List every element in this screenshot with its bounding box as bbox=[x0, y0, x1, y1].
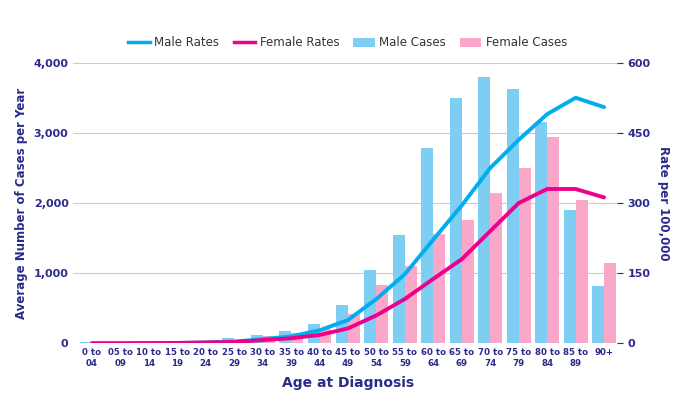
Bar bbox=[478, 77, 490, 343]
Bar bbox=[234, 340, 246, 343]
Bar bbox=[377, 285, 388, 343]
Bar bbox=[137, 342, 149, 343]
Bar bbox=[450, 98, 462, 343]
Bar bbox=[434, 234, 445, 343]
Bar bbox=[251, 335, 262, 343]
Male Rates bbox=[571, 95, 580, 100]
Bar bbox=[279, 331, 291, 343]
X-axis label: Age at Diagnosis: Age at Diagnosis bbox=[282, 376, 414, 390]
Female Rates bbox=[571, 187, 580, 192]
Bar bbox=[194, 342, 206, 343]
Legend: Male Rates, Female Rates, Male Cases, Female Cases: Male Rates, Female Rates, Male Cases, Fe… bbox=[124, 32, 572, 54]
Bar bbox=[575, 200, 588, 343]
Male Rates bbox=[201, 340, 210, 345]
Bar bbox=[564, 210, 575, 343]
Y-axis label: Rate per 100,000: Rate per 100,000 bbox=[657, 146, 670, 260]
Male Rates bbox=[401, 272, 409, 277]
Bar bbox=[206, 342, 218, 343]
Female Rates bbox=[315, 333, 323, 337]
Line: Female Rates: Female Rates bbox=[92, 189, 604, 343]
Female Rates bbox=[486, 229, 495, 234]
Bar bbox=[348, 314, 360, 343]
Bar bbox=[519, 168, 531, 343]
Bar bbox=[291, 333, 303, 343]
Bar bbox=[462, 220, 474, 343]
Bar bbox=[319, 329, 332, 343]
Bar bbox=[393, 235, 405, 343]
Male Rates bbox=[429, 237, 438, 242]
Bar bbox=[262, 337, 275, 343]
Male Rates bbox=[486, 166, 495, 171]
Bar bbox=[547, 137, 559, 343]
Bar bbox=[364, 270, 377, 343]
Male Rates bbox=[373, 296, 381, 301]
Male Rates bbox=[173, 341, 182, 345]
Female Rates bbox=[230, 339, 238, 344]
Bar bbox=[405, 266, 417, 343]
Male Rates bbox=[543, 112, 551, 117]
Bar bbox=[149, 342, 161, 343]
Bar bbox=[604, 263, 616, 343]
Bar bbox=[121, 342, 132, 343]
Male Rates bbox=[145, 341, 153, 345]
Male Rates bbox=[116, 341, 125, 346]
Bar bbox=[308, 324, 319, 343]
Bar bbox=[92, 342, 104, 343]
Bar bbox=[336, 305, 348, 343]
Female Rates bbox=[514, 200, 523, 205]
Bar bbox=[108, 342, 121, 343]
Bar bbox=[165, 342, 177, 343]
Male Rates bbox=[230, 339, 238, 344]
Male Rates bbox=[88, 341, 96, 346]
Bar bbox=[177, 342, 189, 343]
Female Rates bbox=[543, 187, 551, 192]
Female Rates bbox=[600, 195, 608, 200]
Female Rates bbox=[173, 341, 182, 345]
Female Rates bbox=[429, 276, 438, 281]
Male Rates bbox=[600, 104, 608, 109]
Line: Male Rates: Male Rates bbox=[92, 98, 604, 343]
Female Rates bbox=[116, 341, 125, 346]
Bar bbox=[490, 192, 502, 343]
Male Rates bbox=[315, 328, 323, 333]
Male Rates bbox=[514, 137, 523, 142]
Bar bbox=[535, 122, 547, 343]
Female Rates bbox=[145, 341, 153, 345]
Bar bbox=[222, 338, 234, 343]
Male Rates bbox=[258, 337, 266, 342]
Female Rates bbox=[88, 341, 96, 346]
Female Rates bbox=[287, 336, 295, 341]
Female Rates bbox=[258, 338, 266, 343]
Bar bbox=[507, 90, 519, 343]
Female Rates bbox=[344, 326, 352, 331]
Female Rates bbox=[373, 313, 381, 318]
Bar bbox=[80, 342, 92, 343]
Male Rates bbox=[458, 203, 466, 208]
Female Rates bbox=[458, 257, 466, 262]
Female Rates bbox=[201, 340, 210, 345]
Bar bbox=[421, 148, 434, 343]
Male Rates bbox=[344, 318, 352, 322]
Y-axis label: Average Number of Cases per Year: Average Number of Cases per Year bbox=[15, 87, 28, 319]
Male Rates bbox=[287, 334, 295, 339]
Bar bbox=[592, 286, 604, 343]
Female Rates bbox=[401, 296, 409, 301]
